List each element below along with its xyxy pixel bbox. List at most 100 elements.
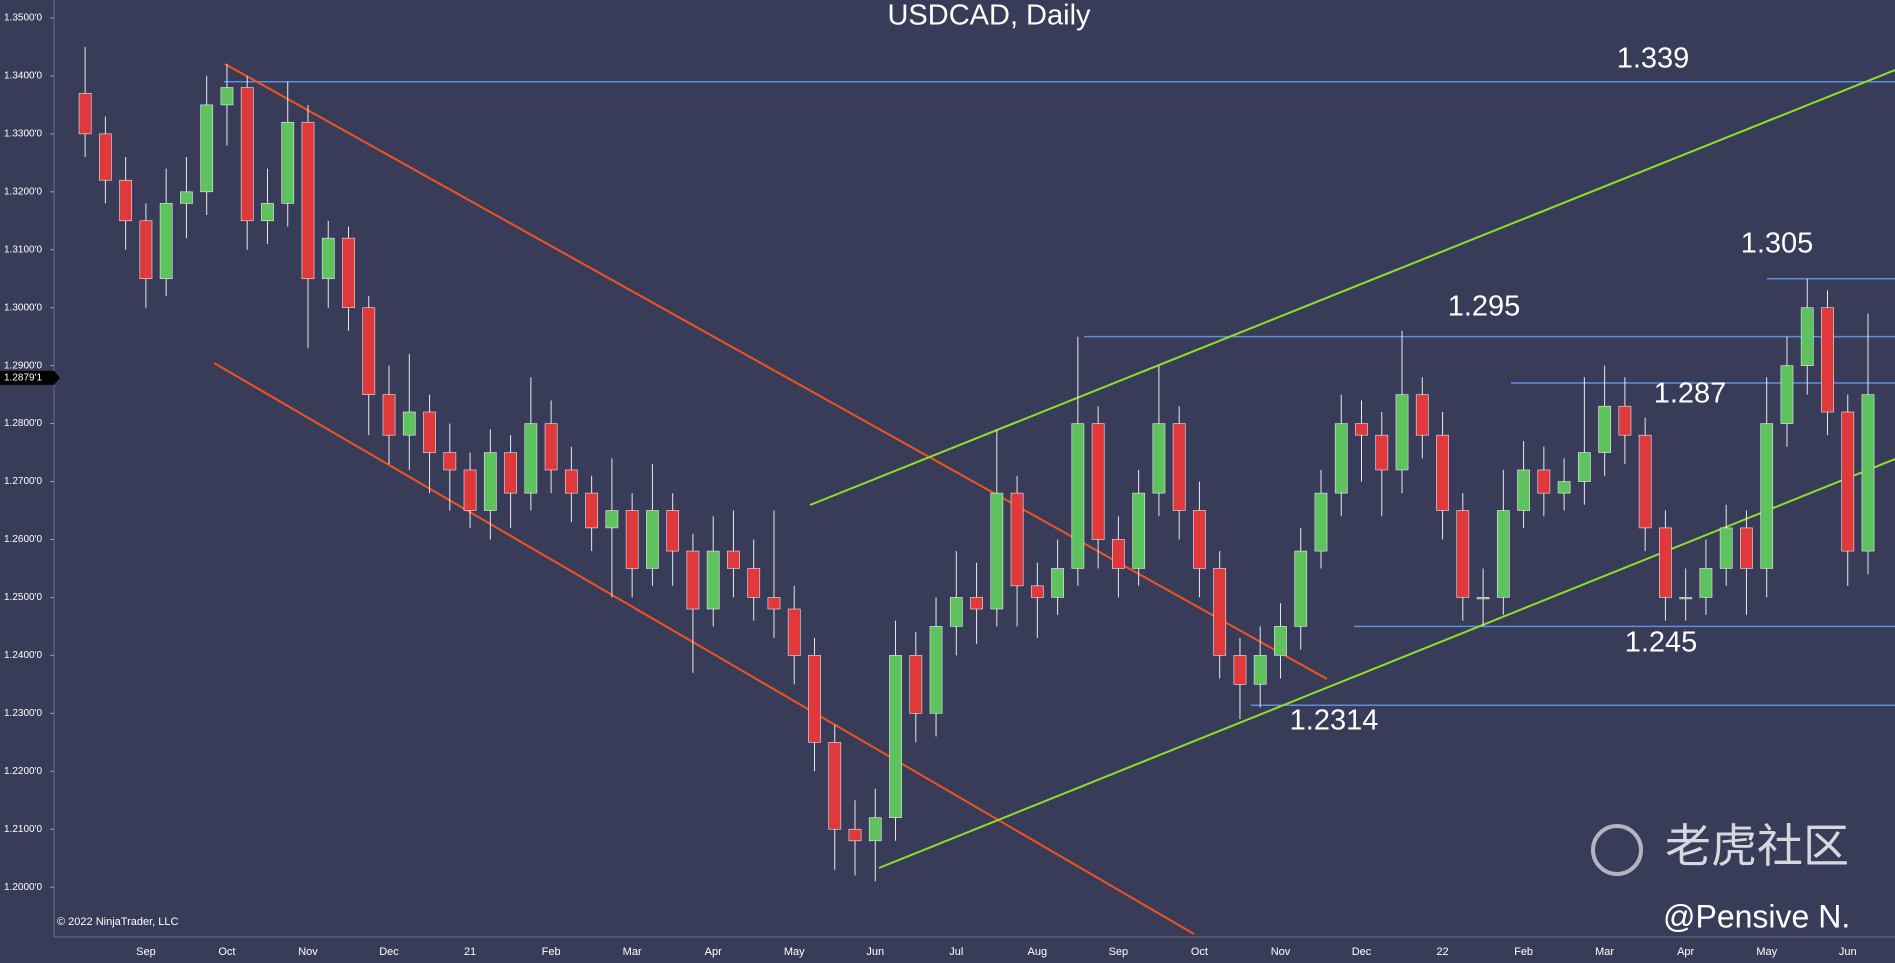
y-tick-label: 1.2800'0: [4, 418, 42, 429]
level-label: 1.295: [1448, 291, 1521, 323]
candle-body: [585, 492, 599, 529]
y-tick-label: 1.3100'0: [4, 244, 42, 255]
candle-body: [949, 597, 963, 627]
candle-body: [1638, 434, 1652, 529]
candle-body: [321, 237, 335, 280]
candle-body: [1821, 307, 1834, 413]
candle-body: [1314, 492, 1328, 552]
candle-body: [929, 626, 943, 714]
candle-body: [1233, 655, 1247, 685]
candle-body: [524, 423, 538, 494]
candle-body: [1355, 423, 1368, 436]
candle-body: [1557, 481, 1571, 494]
level-label: 1.287: [1654, 378, 1727, 410]
y-tick-label: 1.2000'0: [4, 882, 42, 893]
y-tick-label: 1.3500'0: [4, 13, 42, 24]
candle-body: [767, 597, 781, 610]
candle-body: [1395, 394, 1409, 471]
trendline: [809, 69, 1895, 506]
x-tick-label: Apr: [1677, 946, 1694, 958]
y-tick-label: 1.2700'0: [4, 476, 42, 487]
candle-body: [1375, 434, 1389, 471]
x-tick-label: Apr: [705, 946, 722, 958]
candle-body: [240, 87, 254, 222]
candle-body: [808, 655, 821, 743]
candle-body: [362, 307, 376, 395]
x-tick-label: Oct: [1191, 946, 1208, 958]
candle-body: [686, 550, 700, 610]
candle-body: [1517, 469, 1530, 511]
x-tick-label: Dec: [379, 946, 399, 958]
candle-body: [1476, 597, 1490, 600]
candle-body: [342, 237, 355, 308]
candle-body: [1030, 585, 1044, 598]
candle-body: [625, 510, 639, 569]
last-price-label: 1.2879'1: [4, 372, 42, 383]
candle-body: [828, 741, 842, 830]
candle-body: [666, 510, 680, 552]
x-tick-label: Sep: [1109, 946, 1129, 958]
candle-body: [1112, 539, 1125, 569]
candle-body: [281, 121, 295, 204]
candle-body: [261, 203, 274, 222]
candle-body: [99, 133, 112, 181]
candle-body: [747, 568, 761, 598]
candle-body: [1253, 655, 1267, 685]
x-tick-label: May: [1756, 946, 1777, 958]
y-tick-label: 1.3000'0: [4, 302, 42, 313]
y-tick-label: 1.2400'0: [4, 650, 42, 661]
candle-body: [180, 191, 193, 204]
candle-body: [504, 452, 517, 494]
candle-body: [220, 87, 234, 106]
x-tick-label: Jul: [949, 946, 963, 958]
x-tick-label: 21: [464, 946, 476, 958]
y-tick-label: 1.3400'0: [4, 71, 42, 82]
author: @Pensive N.: [1663, 898, 1850, 934]
candle-body: [1132, 492, 1146, 569]
x-tick-label: Feb: [1514, 946, 1533, 958]
last-price-box: [0, 370, 54, 385]
candle-body: [1719, 527, 1733, 569]
candle-body: [1800, 307, 1814, 366]
copyright: © 2022 NinjaTrader, LLC: [57, 916, 178, 928]
candle-body: [139, 220, 153, 280]
x-tick-label: Sep: [136, 946, 156, 958]
logo: [1591, 824, 1643, 876]
candle-body: [1699, 568, 1713, 598]
y-tick-label: 1.2200'0: [4, 766, 42, 777]
y-tick-label: 1.2300'0: [4, 708, 42, 719]
x-tick-label: Mar: [1595, 946, 1614, 958]
candle-body: [382, 394, 396, 436]
candle-body: [564, 469, 578, 494]
candle-body: [1861, 394, 1875, 552]
candle-body: [1618, 405, 1632, 436]
level-label: 1.339: [1617, 43, 1690, 75]
candle-body: [423, 411, 436, 453]
trendlines: [213, 63, 1895, 935]
level-label: 1.2314: [1290, 705, 1379, 737]
candle-body: [1679, 597, 1693, 600]
candle-body: [990, 492, 1004, 610]
candle-body: [1456, 510, 1470, 598]
level-label: 1.245: [1625, 627, 1698, 659]
x-tick-label: Dec: [1352, 946, 1372, 958]
candle-body: [159, 203, 173, 280]
candle-body: [727, 550, 740, 569]
candle-body: [463, 469, 477, 511]
trendline: [213, 362, 1195, 935]
x-tick-label: Mar: [623, 946, 642, 958]
y-tick-label: 1.3300'0: [4, 128, 42, 139]
candle-body: [1091, 423, 1105, 540]
trendline: [224, 63, 1328, 680]
candle-body: [1780, 365, 1794, 424]
candle-body: [1071, 423, 1085, 569]
candle-body: [1172, 423, 1186, 511]
level-label: 1.305: [1741, 228, 1814, 260]
candle-body: [443, 452, 457, 471]
x-tick-label: 22: [1436, 946, 1448, 958]
y-tick-label: 1.2600'0: [4, 534, 42, 545]
candle-body: [1841, 411, 1855, 552]
candle-body: [1598, 405, 1612, 453]
candle-body: [848, 828, 862, 842]
